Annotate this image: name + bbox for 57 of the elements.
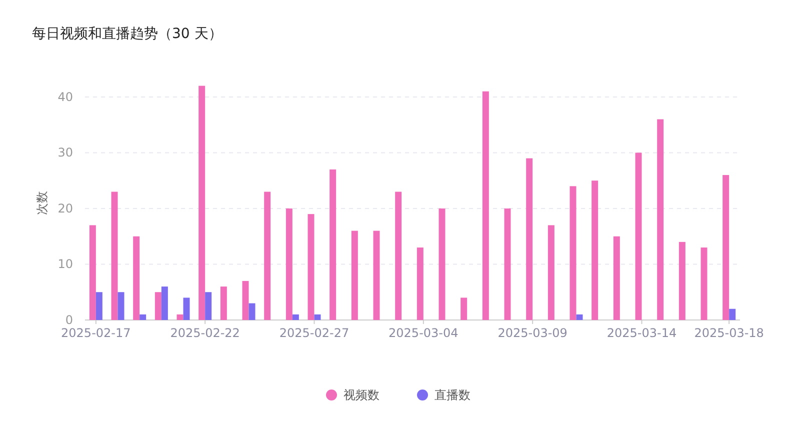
bar: [198, 86, 206, 320]
bar: [89, 225, 96, 320]
bar: [154, 292, 162, 320]
x-tick-label: 2025-03-18: [694, 326, 764, 340]
bar: [729, 308, 736, 320]
bar: [242, 280, 249, 320]
bar: [330, 169, 336, 320]
bar: [111, 192, 118, 320]
x-tick-label: 2025-02-17: [61, 326, 131, 340]
bar: [351, 230, 358, 320]
bar: [548, 225, 554, 320]
bar: [570, 186, 576, 320]
bar: [613, 236, 620, 320]
bar: [576, 314, 583, 320]
legend-label: 视频数: [344, 388, 380, 402]
bar: [416, 248, 424, 320]
bar: [395, 192, 402, 320]
bar: [161, 286, 168, 320]
bar: [700, 248, 708, 320]
bar: [183, 298, 190, 320]
bar: [526, 158, 533, 320]
x-tick-label: 2025-03-04: [388, 326, 458, 340]
x-tick-label: 2025-02-22: [170, 326, 240, 340]
bar: [438, 208, 446, 320]
bar: [308, 214, 314, 320]
y-axis-title: 次数: [35, 190, 49, 215]
bar: [264, 192, 271, 320]
chart-title: 每日视频和直播趋势（30 天）: [32, 26, 222, 42]
y-tick-label: 10: [58, 257, 73, 272]
bar: [292, 314, 299, 320]
x-tick-label: 2025-03-14: [606, 326, 677, 340]
bar: [220, 286, 227, 320]
y-tick-label: 40: [58, 90, 73, 104]
bar: [657, 119, 664, 320]
bar: [286, 208, 292, 320]
bar: [140, 314, 146, 320]
bar: [460, 298, 468, 320]
bar: [482, 91, 489, 320]
y-tick-label: 20: [58, 201, 73, 216]
bar: [373, 230, 380, 320]
x-tick-label: 2025-03-09: [498, 326, 568, 340]
bar: [504, 208, 511, 320]
y-tick-label: 30: [58, 146, 73, 160]
bar: [592, 180, 598, 320]
bar: [96, 292, 102, 320]
bar: [205, 292, 212, 320]
bar: [176, 314, 184, 320]
bar: [678, 242, 686, 320]
y-tick-label: 0: [65, 313, 73, 327]
x-tick-label: 2025-02-27: [279, 326, 350, 340]
bar: [248, 303, 256, 320]
bar: [635, 152, 642, 320]
bar: [118, 292, 124, 320]
legend-label: 直播数: [434, 388, 470, 402]
bar: [133, 236, 140, 320]
bar: [722, 175, 730, 320]
bar: [314, 314, 321, 320]
